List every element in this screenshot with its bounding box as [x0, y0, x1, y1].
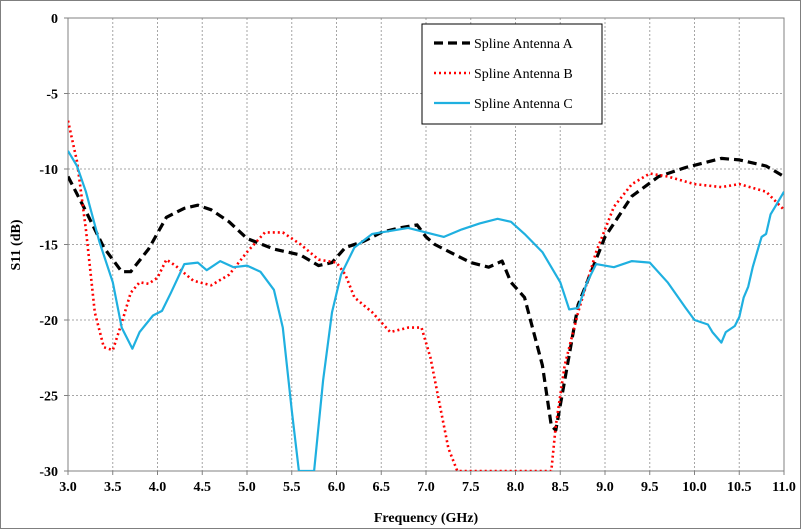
y-axis-ticks: 0 -5 -10 -15 -20 -25 -30 — [39, 12, 68, 480]
y-tick-label: 0 — [51, 12, 58, 27]
x-tick-label: 9.5 — [641, 480, 659, 495]
x-tick-label: 3.5 — [104, 480, 122, 495]
x-tick-label: 8.0 — [507, 480, 525, 495]
x-tick-label: 7.0 — [417, 480, 435, 495]
x-tick-label: 3.0 — [59, 480, 77, 495]
legend-box — [421, 23, 603, 125]
x-tick-label: 10.0 — [682, 480, 707, 495]
series-line-spline-antenna-c — [68, 150, 784, 471]
x-tick-label: 8.5 — [552, 480, 570, 495]
legend: Spline Antenna A Spline Antenna B Spline A… — [421, 23, 603, 125]
x-tick-label: 11.0 — [772, 480, 796, 495]
series-lines — [68, 120, 784, 471]
y-tick-label: -10 — [39, 163, 58, 178]
x-axis-ticks: 3.0 3.5 4.0 4.5 5.0 5.5 6.0 6.5 7.0 7.5 8.0 8.5 9.0 9… — [59, 471, 796, 495]
x-tick-label: 4.0 — [149, 480, 167, 495]
legend-label-spline-antenna-a: Spline Antenna A — [474, 37, 574, 52]
x-tick-label: 7.5 — [462, 480, 480, 495]
legend-label-spline-antenna-c: Spline Antenna C — [474, 97, 573, 112]
y-tick-label: -5 — [46, 88, 58, 103]
y-tick-label: -15 — [39, 239, 58, 254]
y-tick-label: -20 — [39, 314, 58, 329]
x-tick-label: 5.0 — [238, 480, 256, 495]
x-tick-label: 9.0 — [596, 480, 614, 495]
series-line-spline-antenna-a — [68, 156, 784, 432]
x-tick-label: 6.0 — [328, 480, 346, 495]
x-tick-label: 5.5 — [283, 480, 301, 495]
y-tick-label: -30 — [39, 465, 58, 480]
x-tick-label: 4.5 — [194, 480, 212, 495]
y-axis-title: S11 (dB) — [9, 219, 24, 270]
x-axis-title: Frequency (GHz) — [374, 511, 479, 526]
x-tick-label: 10.5 — [727, 480, 752, 495]
x-tick-label: 6.5 — [373, 480, 391, 495]
y-tick-label: -25 — [39, 390, 58, 405]
legend-label-spline-antenna-b: Spline Antenna B — [474, 67, 573, 82]
